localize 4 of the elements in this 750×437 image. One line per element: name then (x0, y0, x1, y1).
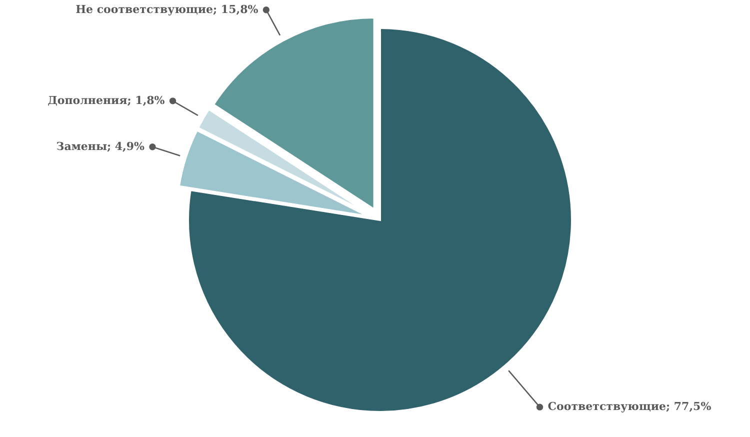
slice-label: Соответствующие; 77,5% (548, 400, 712, 414)
slice-label: Дополнения; 1,8% (48, 94, 166, 107)
slice-label: Не соответствующие; 15,8% (76, 2, 259, 16)
slice-label: Замены; 4,9% (56, 140, 146, 153)
